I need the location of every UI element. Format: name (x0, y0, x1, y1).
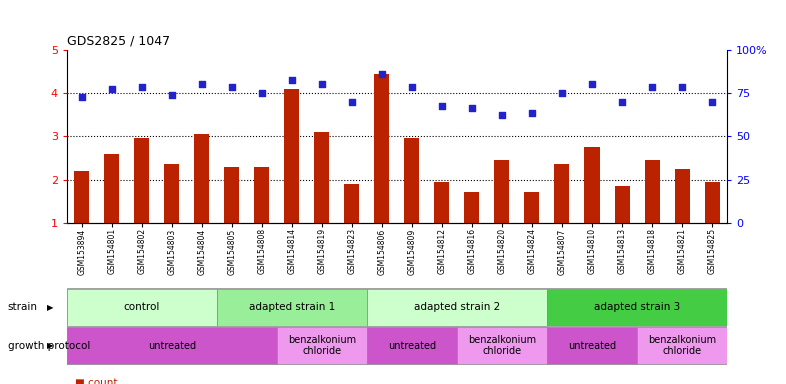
Point (646, 84, 659, 90)
Bar (224, 167, 240, 223)
Point (285, 77, 298, 83)
Text: adapted strain 3: adapted strain 3 (594, 302, 680, 312)
Bar (547, 327, 637, 364)
Bar (164, 164, 179, 223)
Point (586, 81, 598, 88)
Bar (105, 154, 119, 223)
Text: untreated: untreated (387, 341, 436, 351)
Text: benzalkonium
chloride: benzalkonium chloride (468, 335, 536, 356)
Point (196, 81, 208, 88)
Point (376, 71, 388, 77)
Point (406, 84, 418, 90)
Point (676, 84, 689, 90)
Text: adapted strain 1: adapted strain 1 (248, 302, 335, 312)
Point (135, 84, 148, 90)
Bar (585, 147, 600, 223)
Point (556, 90, 568, 96)
Text: GDS2825 / 1047: GDS2825 / 1047 (67, 34, 170, 47)
Bar (277, 327, 367, 364)
Bar (194, 134, 209, 223)
Point (435, 103, 448, 109)
Bar (637, 327, 727, 364)
Text: ▶: ▶ (47, 341, 53, 350)
Bar (674, 169, 689, 223)
Point (316, 81, 329, 88)
Point (226, 84, 238, 90)
Point (75, 94, 88, 101)
Point (465, 105, 478, 111)
Text: benzalkonium
chloride: benzalkonium chloride (648, 335, 716, 356)
Point (526, 109, 538, 116)
Bar (704, 182, 719, 223)
Bar (554, 164, 570, 223)
Bar (645, 160, 659, 223)
Text: ▶: ▶ (47, 303, 53, 312)
Bar (524, 192, 539, 223)
Bar (134, 139, 149, 223)
Text: untreated: untreated (148, 341, 196, 351)
Bar (75, 171, 90, 223)
Bar (435, 182, 450, 223)
Bar (374, 74, 389, 223)
Point (255, 90, 268, 96)
Text: adapted strain 2: adapted strain 2 (413, 302, 500, 312)
Bar (367, 327, 457, 364)
Text: strain: strain (8, 302, 38, 312)
Point (706, 99, 718, 105)
Text: untreated: untreated (568, 341, 616, 351)
Bar (615, 186, 630, 223)
Text: control: control (123, 302, 160, 312)
Point (496, 112, 509, 118)
Bar (344, 184, 359, 223)
Bar (314, 132, 329, 223)
Bar (547, 289, 727, 326)
Bar (367, 289, 547, 326)
Bar (217, 289, 367, 326)
Text: growth protocol: growth protocol (8, 341, 90, 351)
Bar (405, 139, 420, 223)
Bar (285, 89, 299, 223)
Point (615, 99, 628, 105)
Bar (255, 167, 270, 223)
Bar (67, 327, 277, 364)
Point (166, 92, 178, 98)
Point (346, 99, 358, 105)
Point (105, 86, 118, 92)
Bar (67, 289, 217, 326)
Bar (457, 327, 547, 364)
Text: benzalkonium
chloride: benzalkonium chloride (288, 335, 356, 356)
Bar (494, 160, 509, 223)
Bar (465, 192, 479, 223)
Text: ■ count: ■ count (75, 378, 117, 384)
